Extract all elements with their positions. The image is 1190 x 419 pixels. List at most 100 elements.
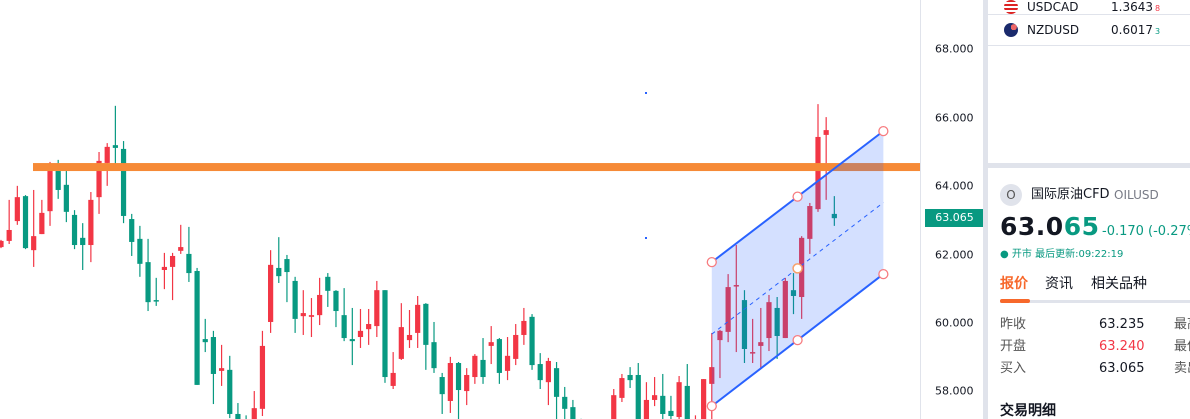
candle-body <box>169 255 176 267</box>
candle <box>210 330 217 405</box>
candle-body <box>529 316 535 366</box>
candle-body <box>782 280 788 339</box>
candle <box>439 372 445 414</box>
y-tick-label: 66.000 <box>935 111 974 125</box>
candle-body <box>251 408 257 419</box>
active-tab-indicator <box>1000 299 1030 303</box>
candle-body <box>398 327 404 359</box>
candle-body <box>423 303 429 345</box>
candle-body <box>284 259 290 273</box>
channel-handle <box>878 268 889 280</box>
candle-body <box>186 253 192 274</box>
candle-body <box>325 276 331 291</box>
candle <box>464 368 470 406</box>
candlestick-chart[interactable] <box>0 0 920 419</box>
stat-value-prev-close: 63.235 <box>1099 317 1145 332</box>
tab-news[interactable]: 资讯 <box>1045 276 1073 292</box>
watchlist-symbol: USDCAD <box>1027 0 1079 14</box>
candle-body <box>513 334 519 359</box>
candle-body <box>717 330 723 341</box>
candle <box>513 324 519 366</box>
candle <box>145 238 151 312</box>
candle <box>88 192 94 263</box>
candle <box>259 330 266 417</box>
candle-body <box>570 407 576 419</box>
candle-body <box>22 196 29 249</box>
stat-label-ask: 卖出 <box>1174 361 1190 376</box>
section-separator <box>988 163 1190 168</box>
candle <box>823 117 829 200</box>
panel-divider[interactable] <box>983 0 988 419</box>
candle-body <box>178 247 184 251</box>
candle <box>47 161 53 226</box>
candle <box>643 382 650 419</box>
candle <box>790 273 797 315</box>
candle-body <box>741 300 748 349</box>
candle <box>202 318 208 353</box>
watchlist-row-nzdusd[interactable]: NZDUSD 0.6017 3 <box>988 15 1190 46</box>
candle-body <box>145 262 151 303</box>
candle <box>96 152 102 214</box>
candle-body <box>0 240 4 248</box>
candle-body <box>333 290 339 312</box>
candle <box>178 224 184 254</box>
tab-quote[interactable]: 报价 <box>1000 276 1028 292</box>
candle-body <box>496 339 502 373</box>
candle-body <box>676 382 682 418</box>
candle-body <box>660 395 666 414</box>
candle <box>308 298 315 338</box>
candle <box>472 354 478 384</box>
candle <box>186 226 192 282</box>
candle-body <box>104 146 110 163</box>
candle <box>766 294 772 352</box>
chart-canvas[interactable] <box>0 0 920 419</box>
candle-body <box>635 374 641 419</box>
last-price-tag: 63.065 <box>925 209 984 228</box>
candle <box>80 223 86 270</box>
candle <box>807 202 813 254</box>
candle <box>676 376 682 419</box>
tab-related[interactable]: 相关品种 <box>1091 276 1147 292</box>
candle <box>619 373 625 403</box>
candle-body <box>684 385 690 419</box>
watchlist-symbol: NZDUSD <box>1027 23 1080 37</box>
candle <box>660 373 666 419</box>
price-axis[interactable]: 58.000 60.000 62.000 64.000 66.000 68.00… <box>920 0 984 419</box>
candle-body <box>488 342 494 346</box>
price-change: -0.170 (-0.27%) <box>1102 224 1190 239</box>
candle-body <box>709 367 715 384</box>
candle <box>112 105 118 164</box>
candle-body <box>194 271 200 385</box>
candle-body <box>31 236 37 251</box>
candle <box>831 196 837 226</box>
y-tick-label: 58.000 <box>935 384 974 398</box>
candle-body <box>406 334 413 341</box>
candle <box>120 141 127 224</box>
candle <box>251 391 257 419</box>
candle <box>406 310 413 348</box>
price-main: 63.0 <box>1000 212 1064 241</box>
candle <box>611 389 617 419</box>
candle <box>71 210 78 250</box>
candle-body <box>652 395 658 400</box>
resistance-line <box>33 163 920 172</box>
candle-body <box>300 313 306 317</box>
candle-body <box>129 219 135 242</box>
candle-body <box>521 320 527 335</box>
candle <box>218 344 225 386</box>
candle <box>627 367 633 388</box>
candle <box>14 185 20 225</box>
candle-body <box>725 287 731 332</box>
candle <box>635 363 641 419</box>
watchlist-row-usdcad[interactable]: USDCAD 1.3643 8 <box>988 0 1190 15</box>
candle-body <box>268 264 274 322</box>
candle <box>496 338 502 384</box>
price-text: 0.6017 <box>1111 23 1153 37</box>
candle <box>529 314 535 370</box>
candle-body <box>831 213 837 219</box>
candle-body <box>341 315 347 339</box>
candle-body <box>210 337 217 374</box>
candle-body <box>6 229 12 241</box>
stat-label-prev-close: 昨收 <box>1000 317 1027 332</box>
nz-flag-icon <box>1004 23 1018 37</box>
